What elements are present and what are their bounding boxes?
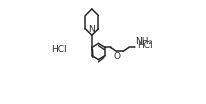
Text: NH₂: NH₂ — [135, 37, 152, 46]
Text: HCl: HCl — [51, 45, 66, 54]
Text: O: O — [113, 52, 120, 61]
Text: HCl: HCl — [137, 41, 153, 50]
Text: N: N — [89, 25, 95, 35]
